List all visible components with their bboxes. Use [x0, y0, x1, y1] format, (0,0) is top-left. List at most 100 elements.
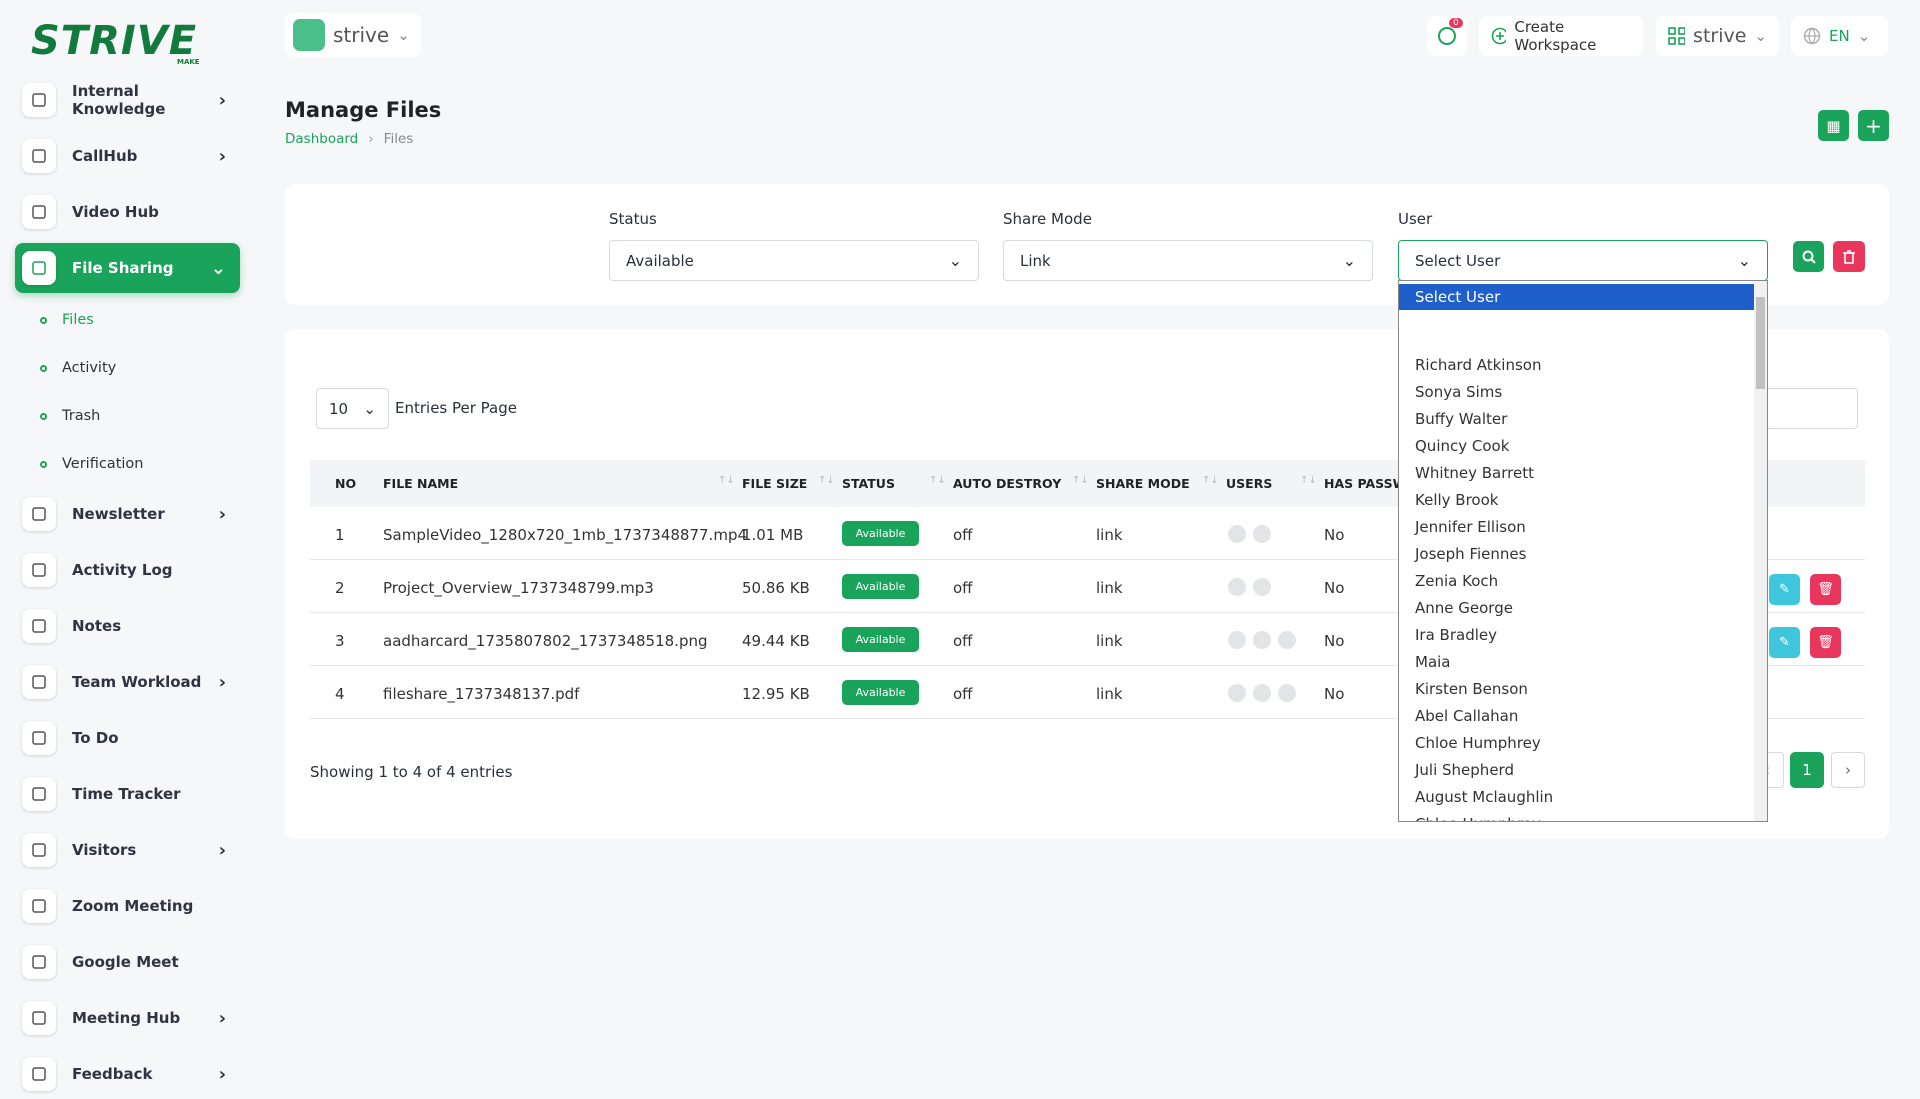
- reset-button[interactable]: [1833, 241, 1865, 272]
- notifications[interactable]: 0: [1427, 16, 1467, 56]
- filter-label: User: [1398, 210, 1432, 228]
- sidebar-subitem[interactable]: Verification: [40, 449, 143, 479]
- sidebar-item[interactable]: Team Workload›: [15, 657, 240, 707]
- user-option[interactable]: Zenia Koch: [1399, 567, 1754, 594]
- search-icon: [1802, 250, 1816, 264]
- sidebar-sublabel: Verification: [62, 456, 143, 472]
- user-option[interactable]: Juli Shepherd: [1399, 756, 1754, 783]
- user-option[interactable]: Joseph Fiennes: [1399, 540, 1754, 567]
- status-badge: Available: [842, 521, 919, 546]
- workspace-button[interactable]: strive ⌄: [285, 13, 421, 57]
- sidebar-sublabel: Files: [62, 312, 94, 328]
- workspace-switch[interactable]: strive ⌄: [1656, 16, 1779, 56]
- sidebar-label: Video Hub: [72, 203, 240, 221]
- column-header: FILE NAME: [383, 476, 458, 491]
- icon: [31, 954, 47, 970]
- sidebar-label: Internal Knowledge: [72, 82, 219, 118]
- workspace-icon: [293, 19, 325, 51]
- sidebar-item[interactable]: Video Hub: [15, 187, 240, 237]
- scrollbar-thumb[interactable]: [1756, 297, 1765, 389]
- filter-select[interactable]: Available⌄: [609, 240, 979, 281]
- grid-icon: [1668, 27, 1685, 45]
- create-workspace[interactable]: Create Workspace: [1479, 16, 1643, 56]
- user-option[interactable]: Chloe Humphrey: [1399, 729, 1754, 756]
- language[interactable]: EN ⌄: [1791, 16, 1888, 56]
- sidebar-subitem[interactable]: Files: [40, 305, 94, 335]
- language-code: EN: [1829, 27, 1850, 45]
- add-button[interactable]: +: [1858, 110, 1889, 141]
- page-title: Manage Files: [285, 98, 441, 122]
- sidebar-item[interactable]: CallHub›: [15, 131, 240, 181]
- user-option[interactable]: Buffy Walter: [1399, 405, 1754, 432]
- cell: link: [1096, 685, 1123, 703]
- per-page-select[interactable]: 10⌄: [316, 388, 389, 429]
- icon: [31, 674, 47, 690]
- bullet: [40, 461, 47, 468]
- sidebar-item[interactable]: Google Meet: [15, 937, 240, 987]
- user-option[interactable]: Kirsten Benson: [1399, 675, 1754, 702]
- sidebar-item[interactable]: Newsletter›: [15, 489, 240, 539]
- user-option[interactable]: Maia: [1399, 648, 1754, 675]
- search-button[interactable]: [1793, 241, 1824, 272]
- sidebar-subitem[interactable]: Activity: [40, 353, 116, 383]
- sort-icon: ↑↓: [1202, 475, 1219, 486]
- user-option[interactable]: Chloe Humphrey: [1399, 810, 1754, 822]
- filter-label: Share Mode: [1003, 210, 1092, 228]
- filter-select[interactable]: Select User⌄: [1398, 240, 1768, 281]
- filter-select[interactable]: Link⌄: [1003, 240, 1373, 281]
- sidebar-item[interactable]: Notes: [15, 601, 240, 651]
- icon: [31, 786, 47, 802]
- icon: [31, 260, 47, 276]
- sidebar-icon: [22, 721, 56, 755]
- sidebar-icon: [22, 497, 56, 531]
- breadcrumb-current: Files: [384, 131, 414, 147]
- notification-count: 0: [1449, 18, 1463, 28]
- sidebar-item[interactable]: Time Tracker: [15, 769, 240, 819]
- page-number[interactable]: 1: [1790, 752, 1824, 788]
- sidebar-label: To Do: [72, 729, 240, 747]
- sidebar-item[interactable]: Activity Log: [15, 545, 240, 595]
- sidebar-item[interactable]: File Sharing⌄: [15, 243, 240, 293]
- edit-button[interactable]: ✎: [1769, 627, 1800, 658]
- cell: off: [953, 632, 973, 650]
- sidebar-item[interactable]: Internal Knowledge›: [15, 75, 240, 125]
- column-header: STATUS: [842, 476, 895, 491]
- chevron: ›: [219, 146, 226, 167]
- sidebar-item[interactable]: Meeting Hub›: [15, 993, 240, 1043]
- breadcrumb-link[interactable]: Dashboard: [285, 131, 358, 147]
- sort-icon: ↑↓: [818, 475, 835, 486]
- user-option[interactable]: Anne George: [1399, 594, 1754, 621]
- icon: [31, 92, 47, 108]
- logo[interactable]: STRIVE MAKE: [31, 14, 211, 70]
- user-option[interactable]: August Mclaughlin: [1399, 783, 1754, 810]
- sidebar-label: CallHub: [72, 147, 219, 165]
- sidebar-icon: [22, 83, 56, 117]
- chevron: ›: [219, 90, 226, 111]
- sidebar-icon: [22, 139, 56, 173]
- user-option[interactable]: Richard Atkinson: [1399, 351, 1754, 378]
- filter-label: Status: [609, 210, 657, 228]
- sidebar-item[interactable]: To Do: [15, 713, 240, 763]
- grid-view-button[interactable]: ▦: [1818, 110, 1849, 141]
- edit-button[interactable]: ✎: [1769, 574, 1800, 605]
- sort-icon: ↑↓: [1300, 475, 1317, 486]
- sidebar-item[interactable]: Zoom Meeting: [15, 881, 240, 931]
- user-option[interactable]: Sonya Sims: [1399, 378, 1754, 405]
- user-option[interactable]: Abel Callahan: [1399, 702, 1754, 729]
- next-page[interactable]: ›: [1831, 752, 1865, 788]
- cell: 12.95 KB: [742, 685, 810, 703]
- cell: 4: [335, 685, 345, 703]
- sidebar-item[interactable]: Visitors›: [15, 825, 240, 875]
- user-option[interactable]: Ira Bradley: [1399, 621, 1754, 648]
- delete-button[interactable]: 🗑: [1810, 574, 1841, 605]
- cell: No: [1324, 579, 1344, 597]
- sidebar-subitem[interactable]: Trash: [40, 401, 100, 431]
- sidebar-item[interactable]: Feedback›: [15, 1049, 240, 1099]
- user-option[interactable]: Select User: [1399, 284, 1754, 310]
- user-option[interactable]: Whitney Barrett: [1399, 459, 1754, 486]
- delete-button[interactable]: 🗑: [1810, 627, 1841, 658]
- user-option[interactable]: Quincy Cook: [1399, 432, 1754, 459]
- user-option[interactable]: Jennifer Ellison: [1399, 513, 1754, 540]
- user-option[interactable]: Kelly Brook: [1399, 486, 1754, 513]
- sidebar-icon: [22, 195, 56, 229]
